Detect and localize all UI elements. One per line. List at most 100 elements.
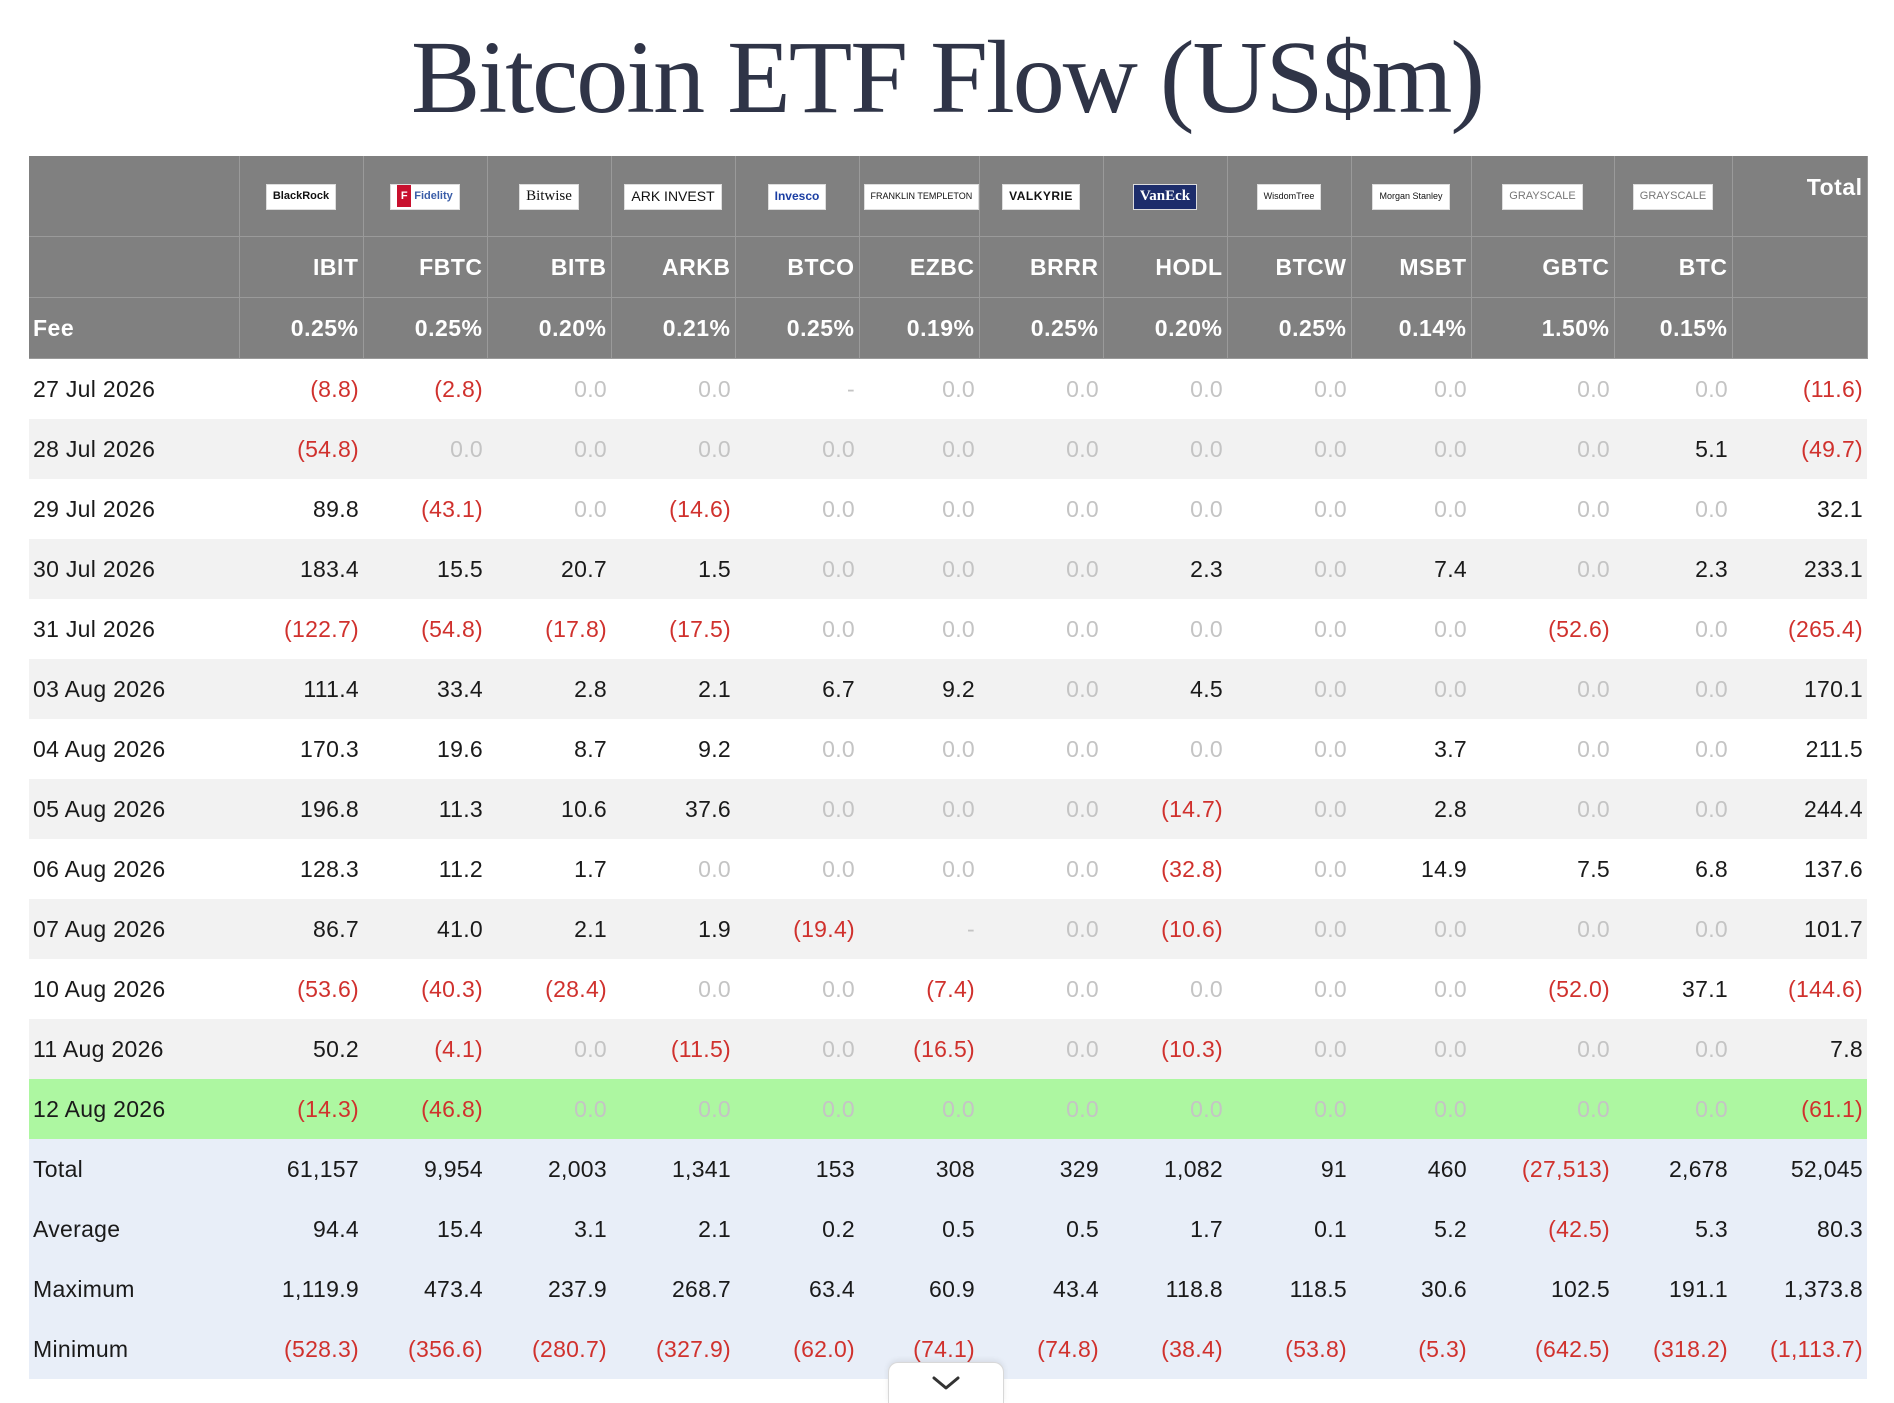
- flow-cell: (14.6): [611, 479, 735, 539]
- flow-cell: 0.0: [1471, 358, 1614, 419]
- flow-cell: 8.7: [487, 719, 611, 779]
- flow-cell: 19.6: [363, 719, 487, 779]
- flow-cell: 61,157: [239, 1139, 363, 1199]
- flow-cell: 329: [979, 1139, 1103, 1199]
- row-total-cell: 52,045: [1732, 1139, 1867, 1199]
- flow-cell: 0.0: [487, 479, 611, 539]
- ticker-header: BITB: [487, 236, 612, 298]
- flow-row: 12 Aug 2026 (14.3) (46.8) 0.0 0.0 0.0 0.0 0.0 0.…: [29, 1079, 1867, 1139]
- row-date: 06 Aug 2026: [29, 839, 239, 899]
- flow-cell: 9,954: [363, 1139, 487, 1199]
- row-date: 31 Jul 2026: [29, 599, 239, 659]
- flow-cell: 0.0: [1227, 539, 1351, 599]
- flow-cell: 2.1: [611, 659, 735, 719]
- ticker-header: BTC: [1614, 236, 1733, 298]
- row-total-cell: (144.6): [1732, 959, 1867, 1019]
- flow-cell: 41.0: [363, 899, 487, 959]
- flow-cell: 0.0: [1351, 959, 1471, 1019]
- flow-cell: 0.0: [859, 1079, 979, 1139]
- page-title: Bitcoin ETF Flow (US$m): [410, 20, 1485, 135]
- flow-cell: 1,119.9: [239, 1259, 363, 1319]
- flow-cell: 0.0: [979, 779, 1103, 839]
- flow-cell: 102.5: [1471, 1259, 1614, 1319]
- flow-cell: 0.0: [611, 358, 735, 419]
- flow-cell: 86.7: [239, 899, 363, 959]
- flow-cell: (53.8): [1227, 1319, 1351, 1379]
- summary-label: Total: [29, 1139, 239, 1199]
- flow-cell: 11.3: [363, 779, 487, 839]
- flow-cell: 0.0: [1471, 479, 1614, 539]
- flow-cell: 14.9: [1351, 839, 1471, 899]
- flow-row: 05 Aug 2026 196.8 11.3 10.6 37.6 0.0 0.0 0.0 (14…: [29, 779, 1867, 839]
- flow-cell: 10.6: [487, 779, 611, 839]
- flow-cell: (19.4): [735, 899, 859, 959]
- flow-cell: 118.5: [1227, 1259, 1351, 1319]
- flow-cell: 0.0: [1227, 419, 1351, 479]
- flow-cell: (280.7): [487, 1319, 611, 1379]
- flow-cell: -: [859, 899, 979, 959]
- flow-cell: (8.8): [239, 358, 363, 419]
- issuer-cell: GRAYSCALE: [1471, 156, 1615, 237]
- flow-cell: 0.0: [1227, 719, 1351, 779]
- issuer-cell: WisdomTree: [1227, 156, 1352, 237]
- flow-cell: 0.0: [859, 719, 979, 779]
- flow-cell: 3.7: [1351, 719, 1471, 779]
- fee-value: 0.20%: [487, 297, 612, 359]
- flow-cell: 0.0: [1471, 779, 1614, 839]
- flow-cell: 4.5: [1103, 659, 1227, 719]
- flow-cell: 0.0: [859, 479, 979, 539]
- flow-cell: 0.0: [979, 1079, 1103, 1139]
- summary-row: Maximum 1,119.9 473.4 237.9 268.7 63.4 60.9 43.…: [29, 1259, 1867, 1319]
- summary-label: Minimum: [29, 1319, 239, 1379]
- flow-cell: 15.5: [363, 539, 487, 599]
- flow-cell: 0.0: [979, 358, 1103, 419]
- flow-cell: 0.0: [979, 539, 1103, 599]
- flow-cell: 0.0: [979, 839, 1103, 899]
- ark-invest-logo: ARK INVEST: [624, 183, 722, 210]
- franklin-templeton-logo: FRANKLIN TEMPLETON: [863, 183, 978, 210]
- ticker-header: EZBC: [859, 236, 980, 298]
- flow-cell: 0.0: [487, 358, 611, 419]
- grayscale-gbtc-logo: GRAYSCALE: [1502, 183, 1583, 210]
- fee-value: 0.14%: [1351, 297, 1472, 359]
- flow-cell: 0.0: [611, 959, 735, 1019]
- wisdomtree-logo: WisdomTree: [1256, 183, 1322, 210]
- valkyrie-logo: VALKYRIE: [1002, 183, 1080, 210]
- flow-cell: 2.8: [1351, 779, 1471, 839]
- row-total-cell: 170.1: [1732, 659, 1867, 719]
- flow-cell: (17.8): [487, 599, 611, 659]
- summary-row: Average 94.4 15.4 3.1 2.1 0.2 0.5 0.5 1.7 0.1 5.2(…: [29, 1199, 1867, 1259]
- flow-cell: 0.0: [611, 839, 735, 899]
- chevron-down-icon: [932, 1376, 960, 1390]
- flow-cell: 43.4: [979, 1259, 1103, 1319]
- row-date: 28 Jul 2026: [29, 419, 239, 479]
- flow-cell: (5.3): [1351, 1319, 1471, 1379]
- fee-value: 0.25%: [735, 297, 860, 359]
- flow-cell: 0.0: [1103, 959, 1227, 1019]
- flow-cell: 0.0: [979, 479, 1103, 539]
- flow-cell: 37.6: [611, 779, 735, 839]
- flow-cell: 33.4: [363, 659, 487, 719]
- ticker-header: GBTC: [1471, 236, 1615, 298]
- vaneck-logo: VanEck: [1132, 183, 1198, 210]
- flow-cell: 308: [859, 1139, 979, 1199]
- row-date: 30 Jul 2026: [29, 539, 239, 599]
- flow-cell: 170.3: [239, 719, 363, 779]
- issuer-cell: FRANKLIN TEMPLETON: [859, 156, 980, 237]
- flow-cell: 3.1: [487, 1199, 611, 1259]
- row-total-cell: 32.1: [1732, 479, 1867, 539]
- flow-cell: 0.0: [735, 539, 859, 599]
- scroll-down-button[interactable]: [888, 1362, 1004, 1403]
- row-total-cell: 137.6: [1732, 839, 1867, 899]
- flow-cell: 20.7: [487, 539, 611, 599]
- flow-cell: (642.5): [1471, 1319, 1614, 1379]
- flow-cell: 0.0: [1351, 419, 1471, 479]
- issuer-cell: F Fidelity: [363, 156, 488, 237]
- flow-cell: 0.0: [1471, 419, 1614, 479]
- row-total-cell: 7.8: [1732, 1019, 1867, 1079]
- fee-value: 0.25%: [239, 297, 364, 359]
- flow-cell: 0.0: [1471, 899, 1614, 959]
- flow-cell: (54.8): [239, 419, 363, 479]
- flow-cell: (7.4): [859, 959, 979, 1019]
- row-total-cell: 244.4: [1732, 779, 1867, 839]
